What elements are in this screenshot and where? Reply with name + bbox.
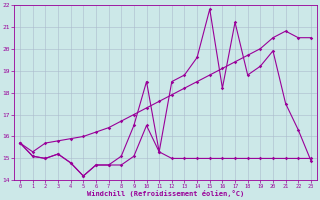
X-axis label: Windchill (Refroidissement éolien,°C): Windchill (Refroidissement éolien,°C) [87, 190, 244, 197]
